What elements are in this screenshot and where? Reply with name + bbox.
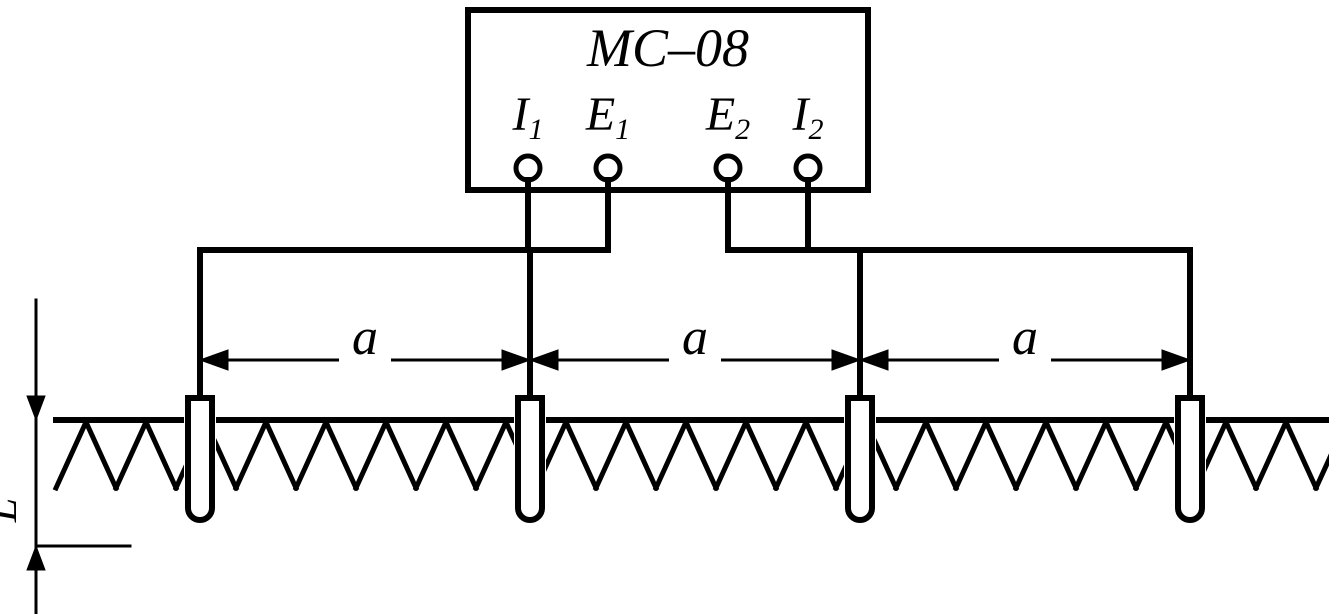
diagram-canvas: MC–08I1E1E2I2 a a a L — [0, 0, 1329, 614]
dimension-a-label: a — [682, 309, 708, 366]
device-title: MC–08 — [586, 18, 749, 78]
dimension-a: aaa — [200, 309, 1190, 370]
electrode-rod-icon — [518, 398, 542, 520]
electrode-rod-icon — [188, 398, 212, 520]
terminal-circle-icon — [596, 156, 620, 180]
electrode-rod-icon — [1178, 398, 1202, 520]
ground — [56, 420, 1329, 488]
dimension-a-label: a — [352, 309, 378, 366]
terminal-circle-icon — [796, 156, 820, 180]
device-box: MC–08I1E1E2I2 — [468, 10, 868, 190]
electrode-rod-icon — [848, 398, 872, 520]
dimension-L-label: L — [0, 498, 26, 523]
terminal-circle-icon — [516, 156, 540, 180]
electrodes — [184, 396, 1206, 528]
dimension-L: L — [0, 300, 130, 614]
terminal-circle-icon — [716, 156, 740, 180]
dimension-a-label: a — [1012, 309, 1038, 366]
